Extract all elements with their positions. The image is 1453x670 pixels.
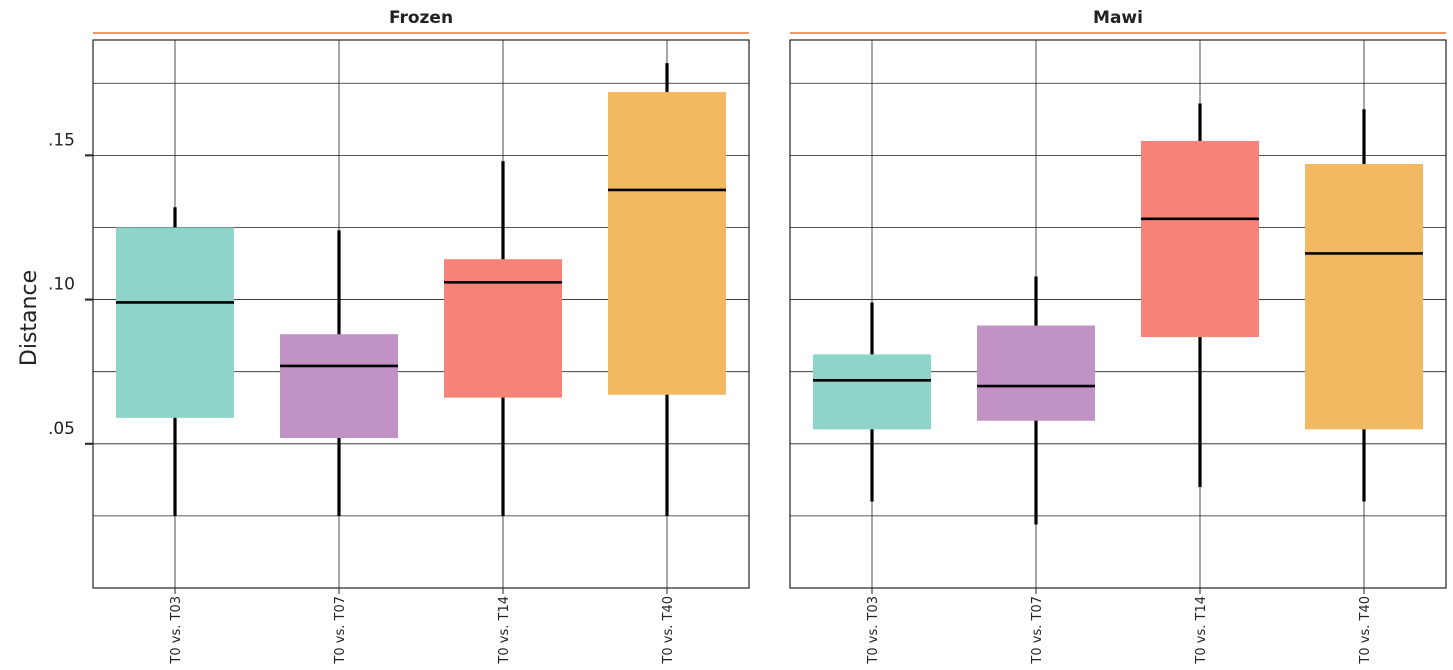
x-tick-label: T0 vs. T07 bbox=[1030, 596, 1045, 665]
x-tick-label: T0 vs. T14 bbox=[497, 596, 512, 665]
box-t0-vs-t14 bbox=[444, 161, 562, 516]
panel-border bbox=[789, 39, 1447, 589]
box-body bbox=[116, 227, 234, 418]
facets: Frozen T0 vs. T03 T0 vs. T07 T0 vs. T14 T0 v… bbox=[48, 8, 1447, 665]
y-axis-label: Distance bbox=[17, 270, 42, 366]
x-tick-label: T0 vs. T03 bbox=[866, 596, 881, 665]
y-tick-label: .10 bbox=[48, 275, 75, 295]
x-tick-label: T0 vs. T03 bbox=[169, 596, 184, 665]
box-t0-vs-t40 bbox=[1305, 109, 1423, 502]
box-body bbox=[977, 325, 1095, 421]
facet-title: Frozen bbox=[389, 8, 453, 28]
box-body bbox=[444, 259, 562, 398]
x-tick-label: T0 vs. T40 bbox=[1358, 596, 1373, 665]
x-tick-label: T0 vs. T14 bbox=[1194, 596, 1209, 665]
box-t0-vs-t03 bbox=[116, 207, 234, 516]
box-t0-vs-t14 bbox=[1141, 103, 1259, 488]
box-body bbox=[280, 334, 398, 439]
box-body bbox=[608, 91, 726, 395]
box-t0-vs-t07 bbox=[977, 276, 1095, 525]
facet-panel-frozen: Frozen T0 vs. T03 T0 vs. T07 T0 vs. T14 T0 v… bbox=[48, 8, 750, 665]
panel-border bbox=[92, 39, 750, 589]
y-tick-label: .15 bbox=[48, 130, 75, 150]
box-body bbox=[813, 354, 931, 430]
x-tick-label: T0 vs. T40 bbox=[661, 596, 676, 665]
box-t0-vs-t40 bbox=[608, 63, 726, 516]
facet-title: Mawi bbox=[1093, 8, 1143, 28]
box-body bbox=[1305, 164, 1423, 430]
y-tick-label: .05 bbox=[48, 419, 75, 439]
box-body bbox=[1141, 140, 1259, 338]
box-t0-vs-t07 bbox=[280, 230, 398, 516]
x-tick-label: T0 vs. T07 bbox=[333, 596, 348, 665]
facet-panel-mawi: Mawi T0 vs. T03 T0 vs. T07 T0 vs. T14 T0 vs.… bbox=[789, 8, 1447, 665]
box-t0-vs-t03 bbox=[813, 302, 931, 502]
